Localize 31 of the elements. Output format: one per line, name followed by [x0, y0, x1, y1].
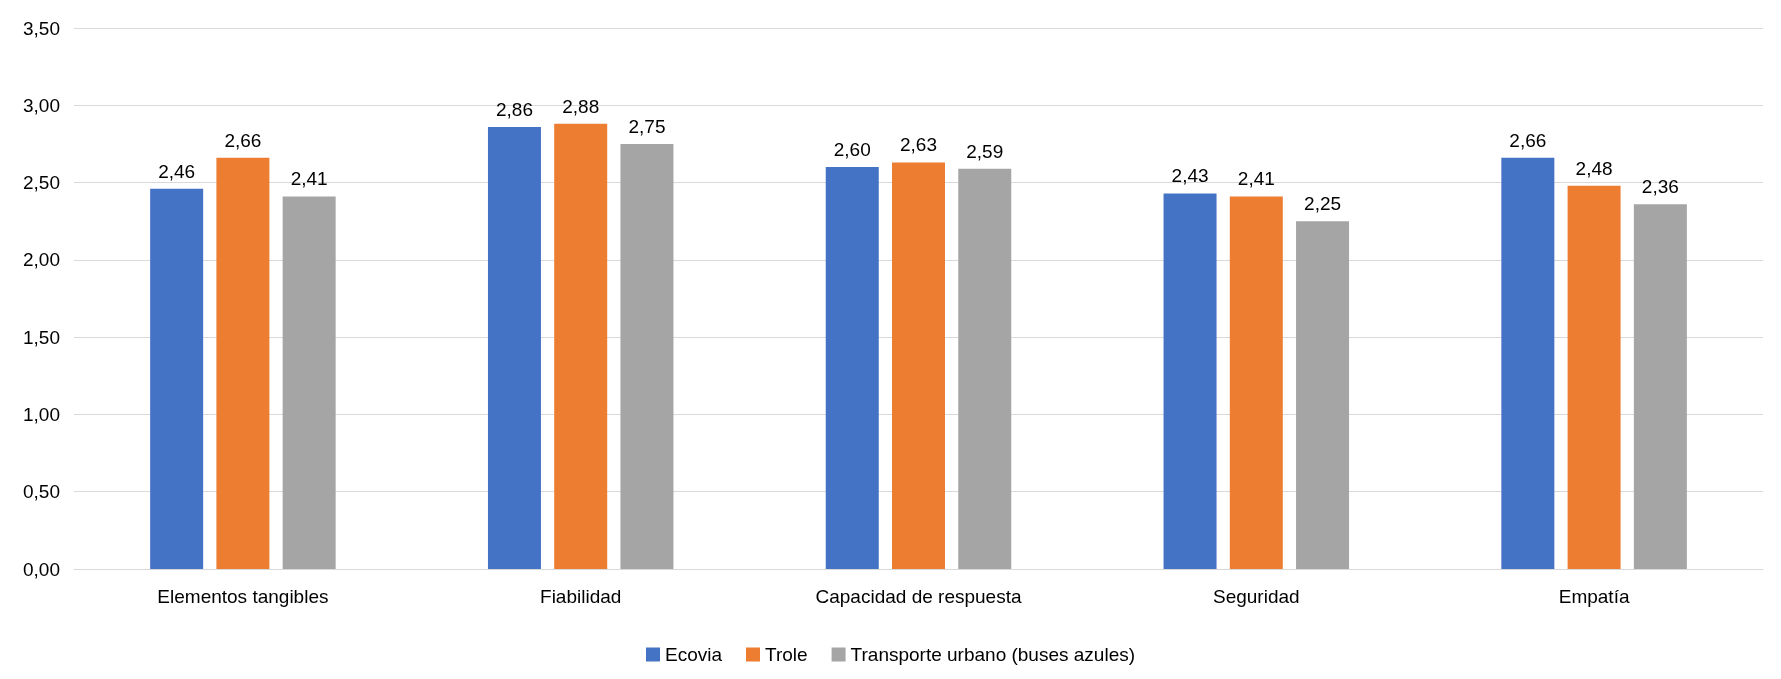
data-label: 2,43	[1171, 165, 1209, 187]
y-tick-label: 0,00	[23, 558, 60, 580]
data-label: 2,66	[1509, 129, 1547, 151]
data-label: 2,46	[158, 160, 196, 182]
y-tick-label: 1,50	[23, 326, 60, 348]
x-tick-label: Seguridad	[1212, 586, 1300, 607]
y-tick-label: 2,50	[23, 172, 60, 194]
data-label: 2,25	[1304, 193, 1342, 215]
x-tick-label: Capacidad de respuesta	[815, 586, 1022, 607]
data-label: 2,36	[1641, 176, 1679, 198]
y-tick-label: 3,50	[23, 17, 60, 39]
y-tick-label: 1,00	[23, 403, 60, 425]
legend-label: Ecovia	[664, 644, 723, 665]
y-tick-label: 0,50	[23, 481, 60, 503]
data-label: 2,63	[900, 134, 937, 156]
data-label: 2,75	[628, 115, 666, 137]
data-label: 2,59	[966, 140, 1004, 162]
legend-label: Transporte urbano (buses azules)	[850, 644, 1136, 665]
x-tick-label: Fiabilidad	[540, 586, 622, 607]
data-label: 2,48	[1575, 157, 1613, 179]
data-label: 2,86	[495, 98, 533, 120]
data-label: 2,88	[562, 95, 600, 117]
data-label: 2,66	[224, 129, 262, 151]
legend-label: Trole	[765, 644, 808, 665]
y-tick-label: 2,00	[23, 249, 60, 271]
data-label: 2,41	[1237, 168, 1275, 190]
data-label: 2,60	[833, 139, 871, 161]
y-tick-label: 3,00	[23, 94, 60, 116]
x-tick-label: Empatía	[1558, 586, 1630, 607]
x-tick-label: Elementos tangibles	[157, 586, 329, 607]
data-label: 2,41	[290, 168, 328, 190]
